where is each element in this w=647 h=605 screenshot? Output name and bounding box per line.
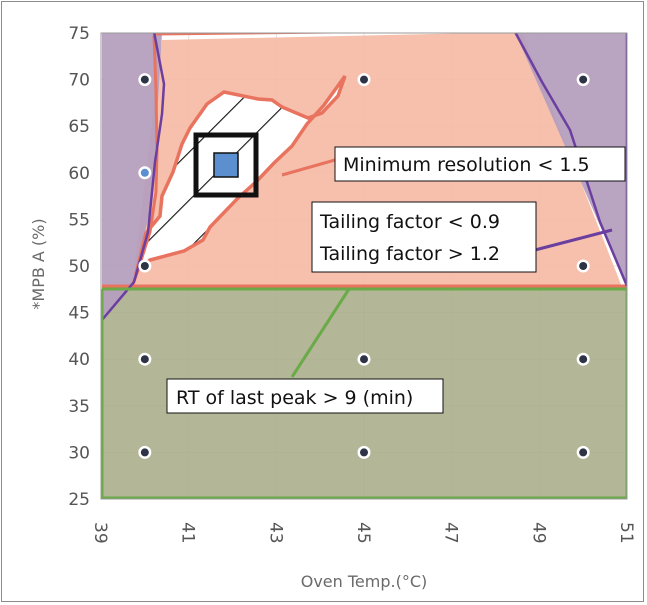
tailing-low-boundary xyxy=(101,33,166,321)
rt-leader xyxy=(290,288,351,378)
tailing-low-region xyxy=(102,33,162,320)
design-point xyxy=(360,75,368,84)
design-point xyxy=(360,448,368,457)
tailing-high-callout: Tailing factor > 1.2 xyxy=(319,243,500,265)
x-tick-label: 47 xyxy=(441,522,461,544)
x-axis-ticks: 39 41 43 45 47 49 51 xyxy=(90,522,636,544)
setpoint-outer-box xyxy=(193,132,259,198)
y-tick-label: 25 xyxy=(68,490,90,510)
y-tick-label: 60 xyxy=(68,164,90,184)
y-tick-label: 30 xyxy=(68,443,90,463)
y-tick-label: 70 xyxy=(68,71,90,91)
y-tick-label: 45 xyxy=(68,304,90,324)
tailing-leader xyxy=(534,228,613,252)
rt-boundary xyxy=(101,287,627,499)
resolution-leader xyxy=(281,158,336,177)
y-tick-label: 50 xyxy=(68,257,90,277)
x-tick-label: 45 xyxy=(353,522,373,544)
rt-callout: RT of last peak > 9 (min) xyxy=(176,387,413,409)
design-point xyxy=(140,262,149,270)
x-tick-label: 49 xyxy=(528,522,548,544)
x-tick-label: 43 xyxy=(265,522,285,544)
design-point xyxy=(579,262,588,270)
tailing-callout-box xyxy=(311,201,537,273)
y-tick-label: 65 xyxy=(68,117,90,137)
rt-callout-box xyxy=(166,378,444,414)
setpoint-inner-box xyxy=(213,152,239,178)
y-tick-label: 75 xyxy=(68,24,90,44)
y-tick-label: 35 xyxy=(68,397,90,417)
resolution-callout-box xyxy=(334,146,626,182)
plot-border xyxy=(100,32,628,500)
design-point xyxy=(140,448,149,457)
design-point xyxy=(579,75,588,84)
x-axis-label: Oven Temp.(°C) xyxy=(301,572,428,591)
design-points xyxy=(138,73,590,459)
y-axis-ticks: 75 70 65 60 55 50 45 40 35 30 25 xyxy=(68,24,90,510)
design-point xyxy=(579,448,588,457)
y-axis-label: *MPB A (%) xyxy=(29,218,48,309)
x-tick-label: 51 xyxy=(616,522,636,544)
design-point xyxy=(140,75,149,84)
y-tick-label: 55 xyxy=(68,210,90,230)
resolution-callout: Minimum resolution < 1.5 xyxy=(343,154,590,176)
tailing-low-callout: Tailing factor < 0.9 xyxy=(319,211,500,233)
design-point xyxy=(140,355,149,364)
design-point xyxy=(140,168,149,177)
design-space-region xyxy=(134,74,347,275)
design-point xyxy=(579,355,588,364)
x-tick-label: 39 xyxy=(90,522,110,544)
y-tick-label: 40 xyxy=(68,350,90,370)
x-tick-label: 41 xyxy=(178,522,198,544)
design-point xyxy=(360,355,368,364)
